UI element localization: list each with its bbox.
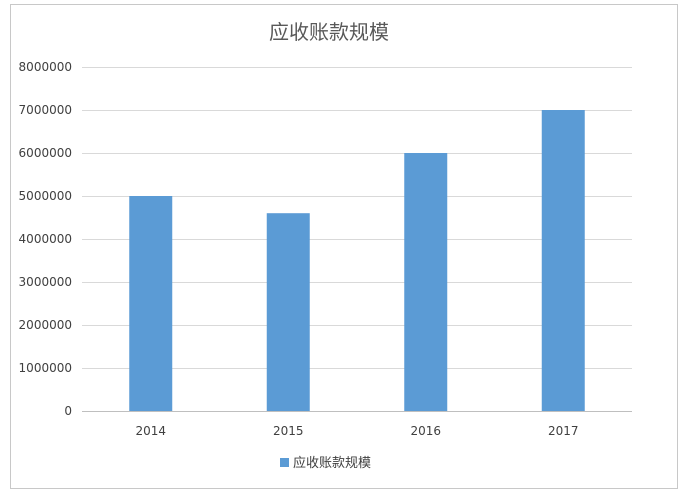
legend-swatch xyxy=(280,458,289,467)
y-tick-label: 2000000 xyxy=(19,318,72,332)
y-tick-label: 5000000 xyxy=(19,189,72,203)
bar-2017 xyxy=(541,110,585,411)
y-tick-label: 7000000 xyxy=(19,103,72,117)
y-tick-label: 6000000 xyxy=(19,146,72,160)
x-tick-label: 2014 xyxy=(135,424,166,438)
chart-title: 应收账款规模 xyxy=(269,20,389,44)
y-tick-label: 8000000 xyxy=(19,60,72,74)
gridlines xyxy=(82,67,632,412)
y-tick-label: 3000000 xyxy=(19,275,72,289)
x-tick-label: 2016 xyxy=(410,424,441,438)
bar-2014 xyxy=(129,196,173,411)
x-tick-label: 2017 xyxy=(548,424,579,438)
y-tick-label: 4000000 xyxy=(19,232,72,246)
y-tick-label: 1000000 xyxy=(19,361,72,375)
bar-2016 xyxy=(404,153,448,411)
x-tick-label: 2015 xyxy=(273,424,304,438)
bar-2015 xyxy=(266,213,310,411)
y-tick-label: 0 xyxy=(64,404,72,418)
legend: 应收账款规模 xyxy=(280,455,371,471)
y-axis-tick-labels: 0 1000000 2000000 3000000 4000000 5000000 6000… xyxy=(19,60,72,418)
bars xyxy=(129,110,585,411)
legend-label: 应收账款规模 xyxy=(293,455,371,471)
x-axis-tick-labels: 2014 2015 2016 2017 xyxy=(135,424,578,438)
